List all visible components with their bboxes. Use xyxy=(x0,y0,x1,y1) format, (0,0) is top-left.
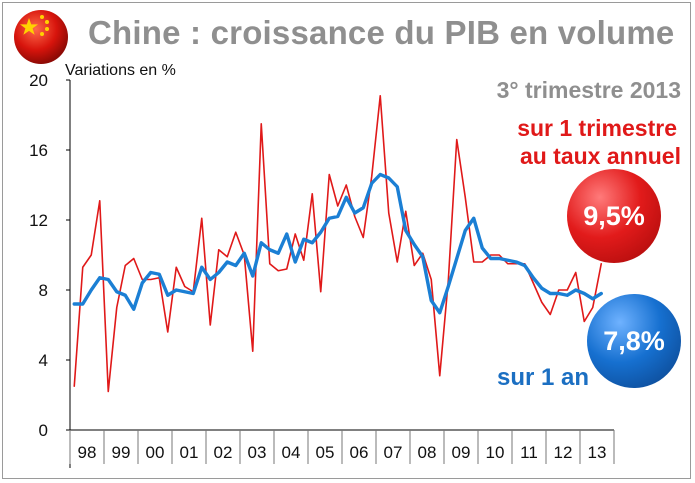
y-tick-label: 0 xyxy=(39,421,48,440)
y-tick-label: 16 xyxy=(29,141,48,160)
x-tick-label: 10 xyxy=(486,443,505,462)
x-tick-label: 01 xyxy=(180,443,199,462)
annual-annotation: sur 1 an xyxy=(497,364,590,391)
y-axis-label: Variations en % xyxy=(65,62,176,79)
x-tick-label: 00 xyxy=(146,443,165,462)
x-tick-label: 11 xyxy=(520,443,538,462)
chart-frame xyxy=(2,2,691,479)
period-label: 3° trimestre 2013 xyxy=(496,77,681,103)
quarterly-value-bubble: 9,5% xyxy=(567,169,661,263)
x-tick-label: 02 xyxy=(214,443,233,462)
quarterly-annotation-line2: au taux annuel xyxy=(519,143,681,169)
china-flag-icon xyxy=(14,10,68,64)
x-tick-label: 06 xyxy=(350,443,369,462)
x-tick-label: 98 xyxy=(78,443,97,462)
quarterly-value: 9,5% xyxy=(583,200,645,231)
x-tick-label: 12 xyxy=(554,443,573,462)
x-tick-label: 05 xyxy=(316,443,335,462)
annual-value: 7,8% xyxy=(603,325,665,356)
y-tick-label: 4 xyxy=(39,351,48,370)
x-tick-label: 13 xyxy=(588,443,607,462)
x-tick-label: 03 xyxy=(248,443,267,462)
series-line-quarterly xyxy=(73,94,603,393)
quarterly-annotation-line1: sur 1 trimestre xyxy=(517,115,677,141)
x-tick-label: 99 xyxy=(112,443,131,462)
y-tick-label: 12 xyxy=(29,211,48,230)
x-tick-label: 07 xyxy=(384,443,403,462)
x-tick-label: 08 xyxy=(418,443,437,462)
x-tick-label: 04 xyxy=(282,443,301,462)
chart-title: Chine : croissance du PIB en volume xyxy=(88,14,675,51)
y-tick-label: 20 xyxy=(29,71,48,90)
y-tick-label: 8 xyxy=(39,281,48,300)
x-tick-label: 09 xyxy=(452,443,471,462)
annual-value-bubble: 7,8% xyxy=(587,294,681,388)
series-line-annual xyxy=(72,172,603,315)
